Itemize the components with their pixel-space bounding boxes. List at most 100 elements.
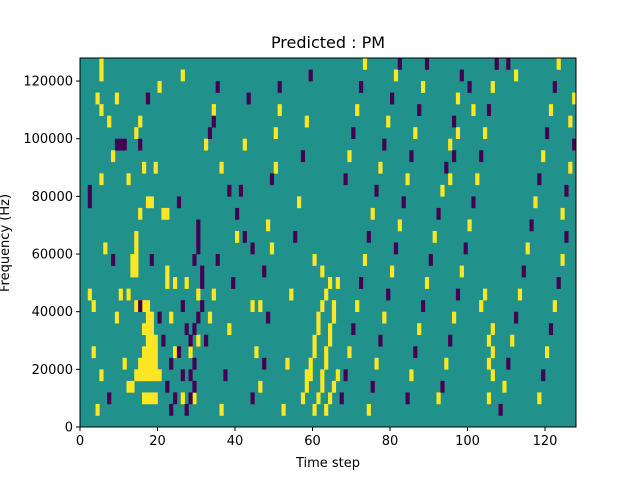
heatmap-cell (161, 334, 166, 347)
heatmap-cell (424, 277, 430, 289)
heatmap-cell (207, 311, 213, 324)
x-tick-label: 40 (227, 434, 244, 449)
heatmap-cell (510, 334, 515, 347)
heatmap-cell (215, 254, 220, 266)
x-axis-label: Time step (295, 456, 360, 471)
heatmap-cell (494, 58, 499, 70)
heatmap-cell (207, 127, 213, 140)
heatmap-cell (486, 392, 492, 405)
heatmap-cell (157, 311, 162, 324)
heatmap-cell (459, 69, 464, 82)
heatmap-cell (316, 323, 321, 336)
heatmap-cell (393, 69, 399, 82)
heatmap-cell (219, 403, 224, 416)
heatmap-cell (99, 69, 104, 82)
heatmap-cell (149, 334, 154, 347)
heatmap-cell (308, 357, 313, 370)
heatmap-cell (405, 392, 410, 405)
heatmap-cell (138, 357, 143, 370)
heatmap-cell (514, 311, 519, 324)
heatmap-cell (200, 300, 205, 312)
heatmap-cell (111, 150, 116, 163)
heatmap-cell (134, 300, 139, 312)
heatmap-cell (118, 138, 123, 151)
heatmap-cell (262, 357, 267, 370)
heatmap-cell (196, 242, 201, 255)
heatmap-cell (289, 288, 294, 301)
x-tick-label: 120 (533, 434, 558, 449)
heatmap-cell (328, 334, 333, 347)
heatmap-cell (153, 392, 158, 405)
heatmap-cell (227, 184, 232, 197)
heatmap-cell (95, 92, 100, 105)
x-tick-label: 80 (382, 434, 399, 449)
heatmap-cell (343, 173, 348, 186)
heatmap-cell (192, 323, 197, 336)
heatmap-cell (366, 230, 371, 243)
heatmap-cell (552, 300, 557, 312)
heatmap-cell (165, 207, 170, 220)
heatmap-cell (359, 277, 364, 289)
heatmap-cell (300, 392, 306, 405)
heatmap-cell (149, 311, 154, 324)
heatmap-cell (331, 300, 337, 312)
heatmap-cell (548, 323, 554, 336)
heatmap-cell (382, 311, 387, 324)
heatmap-cell (541, 369, 546, 382)
heatmap-cell (169, 403, 174, 416)
heatmap-cell (153, 357, 158, 370)
heatmap-cell (188, 369, 193, 382)
heatmap-cell (444, 357, 449, 370)
heatmap-cell (142, 161, 147, 174)
heatmap-cell (378, 334, 383, 347)
heatmap-cell (165, 265, 170, 278)
heatmap-cell (320, 369, 325, 382)
heatmap-cell (122, 357, 127, 370)
heatmap-cell (130, 265, 135, 278)
heatmap-cell (142, 369, 147, 382)
heatmap-cell (196, 311, 201, 324)
heatmap-cell (149, 254, 154, 266)
heatmap-cell (277, 104, 282, 116)
heatmap-cell (328, 392, 333, 405)
heatmap-cell (293, 230, 298, 243)
x-tick-label: 100 (455, 434, 480, 449)
heatmap-cell (444, 161, 449, 174)
heatmap-cell (424, 58, 430, 70)
heatmap-cell (134, 254, 139, 266)
heatmap-cell (417, 104, 422, 116)
heatmap-cell (273, 161, 278, 174)
heatmap-cell (138, 138, 143, 151)
heatmap-cell (324, 403, 329, 416)
heatmap-cell (308, 369, 313, 382)
heatmap-cell (188, 334, 193, 347)
heatmap-cell (490, 346, 495, 359)
heatmap-cell (99, 104, 104, 116)
heatmap-cell (192, 357, 197, 370)
heatmap-cell (134, 369, 139, 382)
heatmap-cell (200, 265, 205, 278)
heatmap-cell (87, 184, 92, 197)
heatmap-cell (99, 369, 104, 382)
y-tick-label: 20000 (32, 363, 73, 378)
heatmap-cell (308, 69, 313, 82)
heatmap-cell (421, 81, 426, 93)
y-axis-label: Frequency (Hz) (0, 194, 13, 292)
heatmap-cell (149, 357, 154, 370)
y-tick-label: 60000 (32, 248, 73, 263)
heatmap-cell (242, 138, 247, 151)
heatmap-cell (517, 288, 523, 301)
heatmap-cell (455, 127, 461, 140)
heatmap-cell (343, 369, 348, 382)
x-axis-ticks: 0 20 40 60 80 100 120 (76, 427, 558, 449)
heatmap-cell (533, 196, 538, 209)
heatmap-cell (564, 184, 569, 197)
heatmap-cell (432, 230, 437, 243)
heatmap-cell (184, 403, 189, 416)
heatmap-cell (246, 92, 251, 105)
heatmap-cell (455, 288, 461, 301)
heatmap-cell (107, 392, 112, 405)
heatmap-cell (502, 380, 507, 393)
heatmap-cell (157, 81, 162, 93)
heatmap-cell (393, 242, 399, 255)
